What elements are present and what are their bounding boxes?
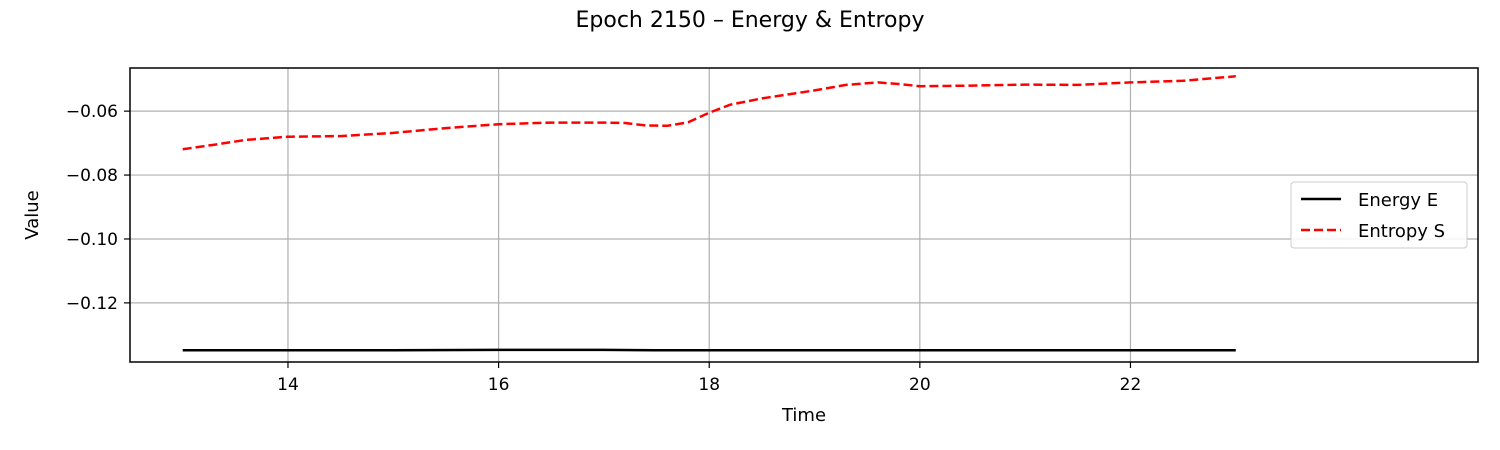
x-tick-label: 22 <box>1120 375 1142 395</box>
y-tick-label: −0.08 <box>66 166 118 186</box>
y-axis-ticks: −0.12 −0.10 −0.08 −0.06 <box>66 102 130 314</box>
y-axis-label: Value <box>22 190 43 239</box>
x-tick-label: 20 <box>909 375 931 395</box>
x-tick-label: 14 <box>277 375 299 395</box>
series-line-entropy-s <box>182 75 1236 151</box>
grid <box>130 68 1478 362</box>
x-tick-label: 18 <box>698 375 720 395</box>
series-lines <box>182 75 1236 352</box>
plot-frame <box>129 67 1479 363</box>
x-tick-label: 16 <box>488 375 510 395</box>
chart-title: Epoch 2150 – Energy & Entropy <box>576 8 925 33</box>
x-axis-label: Time <box>781 405 826 426</box>
legend-label: Entropy S <box>1358 221 1445 242</box>
legend-label: Energy E <box>1358 190 1438 211</box>
y-tick-label: −0.10 <box>66 230 118 250</box>
y-tick-label: −0.12 <box>66 294 118 314</box>
legend: Energy E Entropy S <box>1290 181 1468 249</box>
y-tick-label: −0.06 <box>66 102 118 122</box>
x-axis-ticks: 14 16 18 20 22 <box>277 362 1141 395</box>
